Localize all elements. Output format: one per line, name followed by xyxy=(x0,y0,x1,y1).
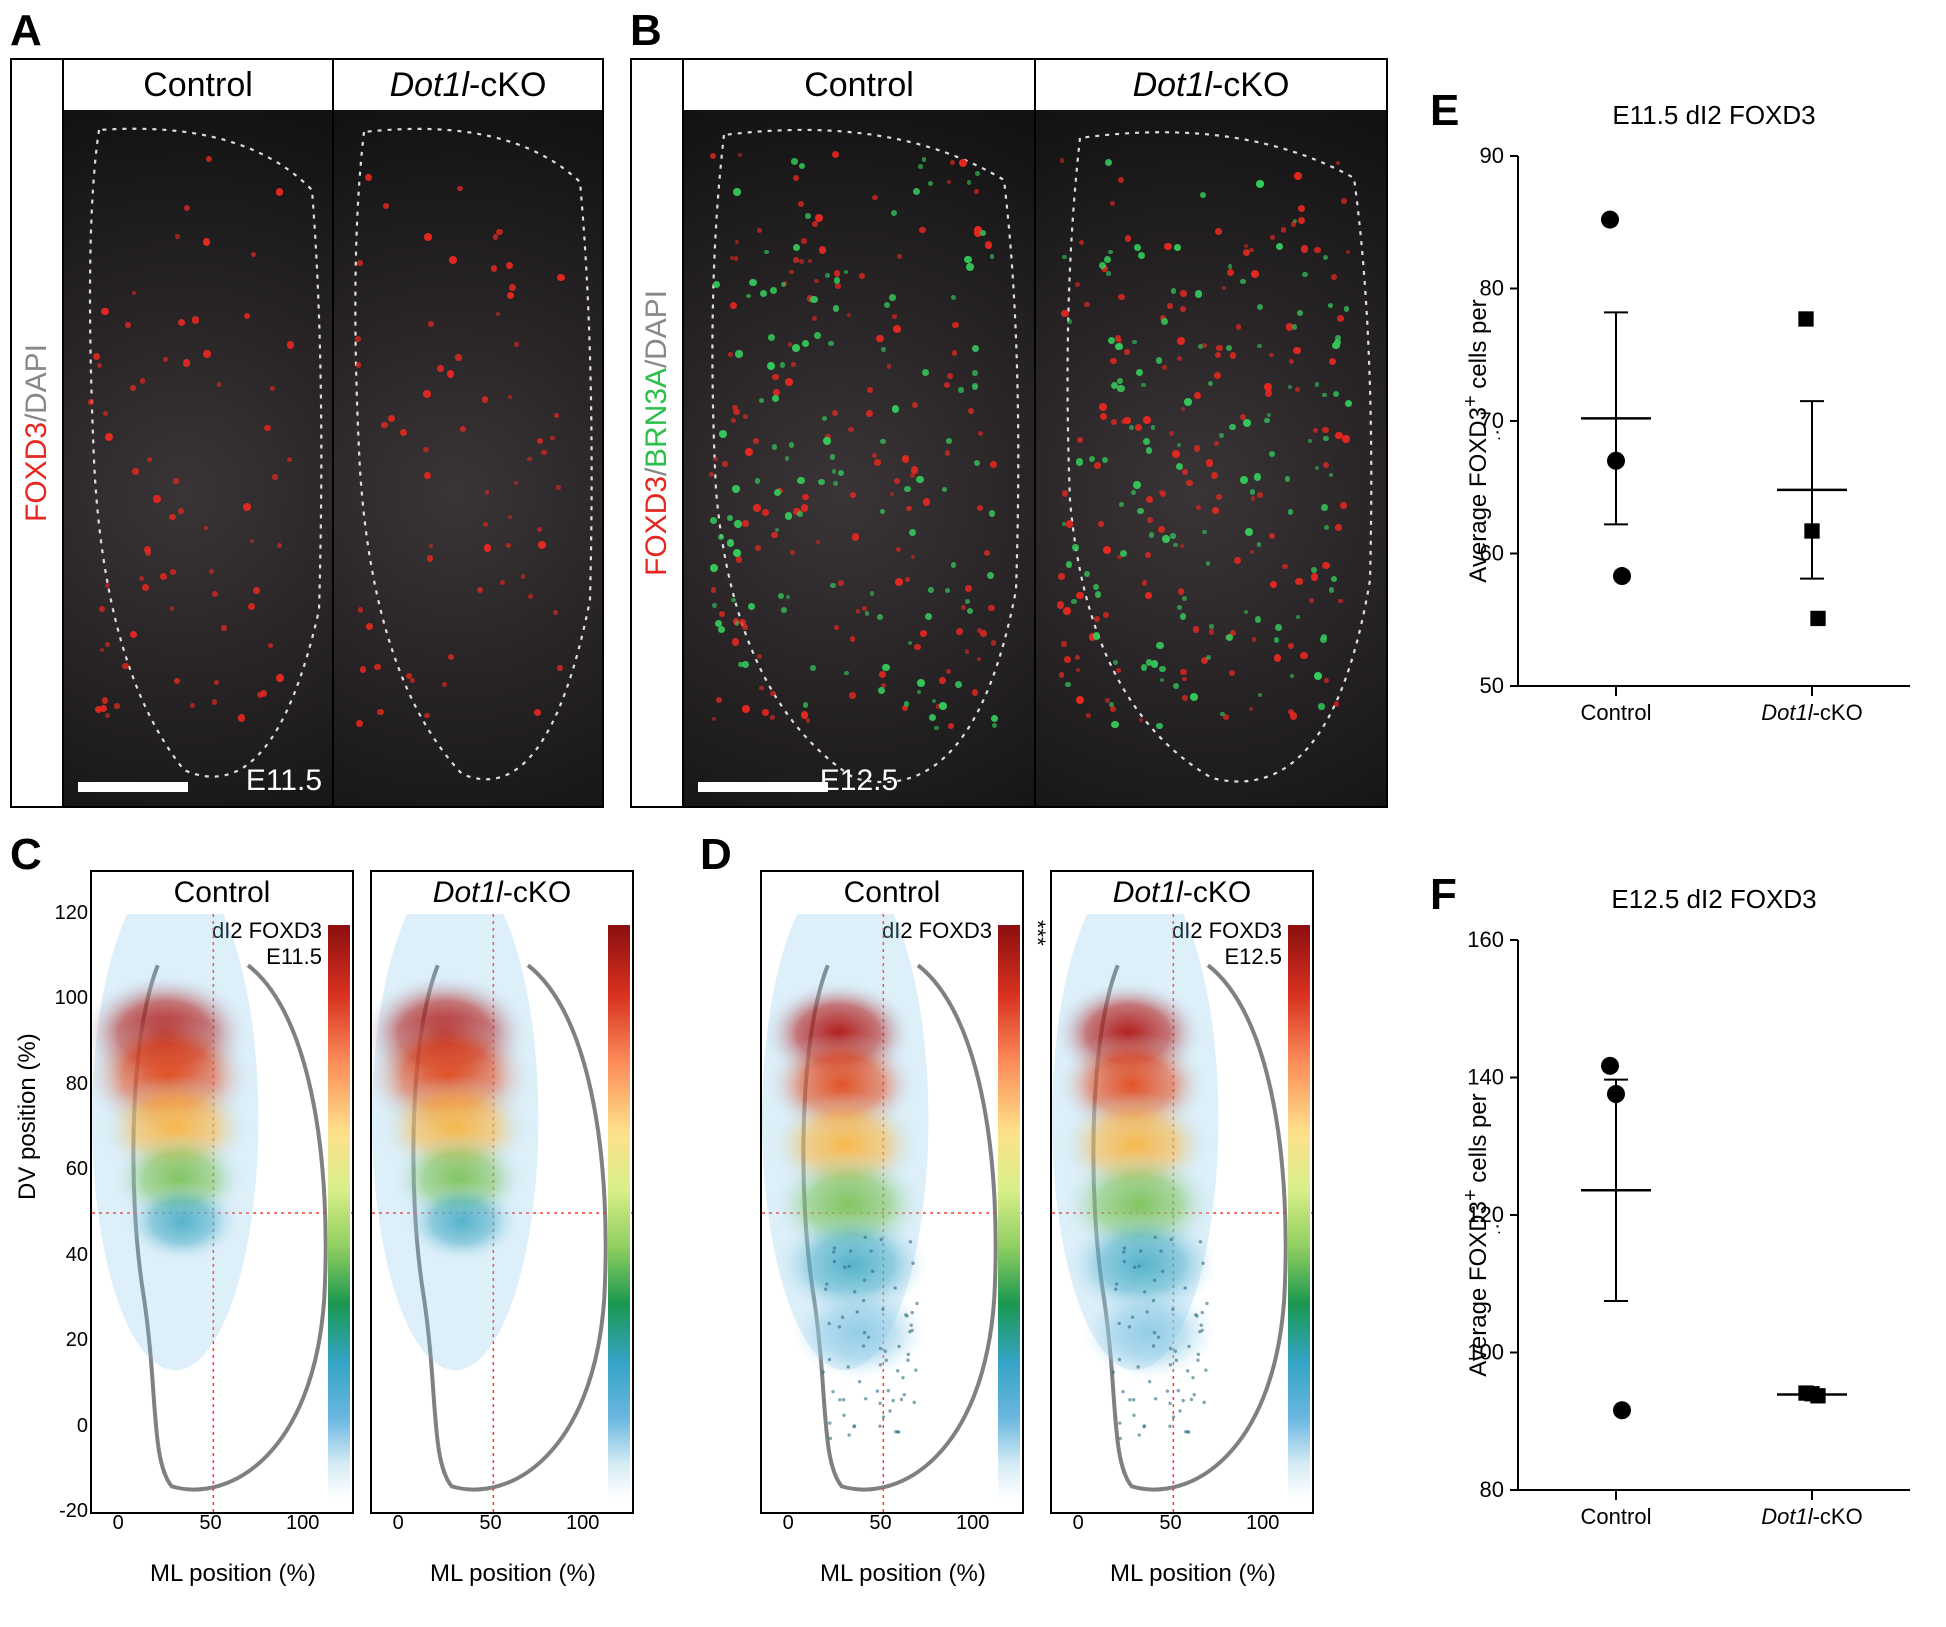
svg-text:50: 50 xyxy=(1480,673,1504,698)
panel-b-control-svg xyxy=(684,110,1034,806)
panel-a-control-header: Control xyxy=(64,60,332,112)
panel-d-cko-box: Dot1l-cKO dI2 FOXD3 E12.5 xyxy=(1050,870,1314,1514)
panel-c-control-heat: dI2 FOXD3 E11.5 xyxy=(92,914,352,1512)
panel-a-cko-image xyxy=(334,110,602,806)
panel-d-xlabel-2: ML position (%) xyxy=(1110,1560,1276,1588)
panel-e-svg: E11.5 dI2 FOXD35060708090Average FOXD3+ … xyxy=(1440,96,1930,756)
panel-b-control-header: Control xyxy=(684,60,1034,112)
svg-text:80: 80 xyxy=(1480,1477,1504,1502)
panel-c-control-box: Control dI2 FOXD3 E11.5 xyxy=(90,870,354,1514)
panel-d-xticks: 050100050100 xyxy=(760,1512,1310,1542)
panel-c-cko-header: Dot1l-cKO xyxy=(372,872,632,916)
panel-b-side-tab: FOXD3/BRN3A/DAPI xyxy=(630,58,684,808)
panel-d-control-header: Control xyxy=(762,872,1022,916)
panel-c-xticks: 050100050100 xyxy=(90,1512,630,1542)
panel-c-cko-colorbar xyxy=(608,925,630,1499)
panel-label-a: A xyxy=(10,6,42,56)
panel-b-cko-image xyxy=(1036,110,1386,806)
scalebar-a xyxy=(78,782,188,792)
panel-label-c: C xyxy=(10,830,42,880)
panel-e-chart: E11.5 dI2 FOXD35060708090Average FOXD3+ … xyxy=(1440,96,1930,756)
panel-b-cko-box: Dot1l-cKO xyxy=(1034,58,1388,808)
panel-d-control-box: Control dI2 FOXD3 xyxy=(760,870,1024,1514)
panel-c-control-header: Control xyxy=(92,872,352,916)
panel-d-control-heat: dI2 FOXD3 xyxy=(762,914,1022,1512)
svg-text:E11.5 dI2 FOXD3: E11.5 dI2 FOXD3 xyxy=(1612,100,1815,130)
svg-text:160: 160 xyxy=(1467,927,1504,952)
panel-b-timepoint: E12.5 xyxy=(684,764,1034,798)
panel-a-control-image: E11.5 xyxy=(64,110,332,806)
panel-label-b: B xyxy=(630,6,662,56)
panel-a-cko-header: Dot1l-cKO xyxy=(334,60,602,112)
panel-d-significance: *** xyxy=(1024,920,1050,946)
svg-text:90: 90 xyxy=(1480,143,1504,168)
panel-d-cko-colorbar xyxy=(1288,925,1310,1499)
figure-root: A B E C D F FOXD3/DAPI Control E11.5 Dot… xyxy=(0,0,1946,1627)
panel-d-xlabel-1: ML position (%) xyxy=(820,1560,986,1588)
svg-text:E12.5 dI2 FOXD3: E12.5 dI2 FOXD3 xyxy=(1611,884,1816,914)
panel-c-xlabel-2: ML position (%) xyxy=(430,1560,596,1588)
panel-c-cko-box: Dot1l-cKO xyxy=(370,870,634,1514)
panel-a-cko-svg xyxy=(334,110,602,806)
panel-a-timepoint: E11.5 xyxy=(246,764,322,798)
panel-a-side-tab: FOXD3/DAPI xyxy=(10,58,64,808)
panel-d-control-colorbar xyxy=(998,925,1020,1499)
panel-a-control-box: Control E11.5 xyxy=(62,58,334,808)
panel-c-control-colorbar xyxy=(328,925,350,1499)
panel-b-control-box: Control E12.5 xyxy=(682,58,1036,808)
panel-c-yticks: -20020406080100120 xyxy=(40,912,88,1510)
panel-d-cko-heat: dI2 FOXD3 E12.5 xyxy=(1052,914,1312,1512)
panel-c-ylabel: DV position (%) xyxy=(14,1033,42,1200)
panel-f-svg: E12.5 dI2 FOXD380100120140160Average FOX… xyxy=(1440,880,1930,1560)
panel-b-control-image: E12.5 xyxy=(684,110,1034,806)
panel-label-d: D xyxy=(700,830,732,880)
panel-a-cko-box: Dot1l-cKO xyxy=(332,58,604,808)
panel-f-chart: E12.5 dI2 FOXD380100120140160Average FOX… xyxy=(1440,880,1930,1560)
panel-c-cko-heat xyxy=(372,914,632,1512)
panel-c-xlabel-1: ML position (%) xyxy=(150,1560,316,1588)
panel-b-cko-header: Dot1l-cKO xyxy=(1036,60,1386,112)
panel-d-cko-header: Dot1l-cKO xyxy=(1052,872,1312,916)
